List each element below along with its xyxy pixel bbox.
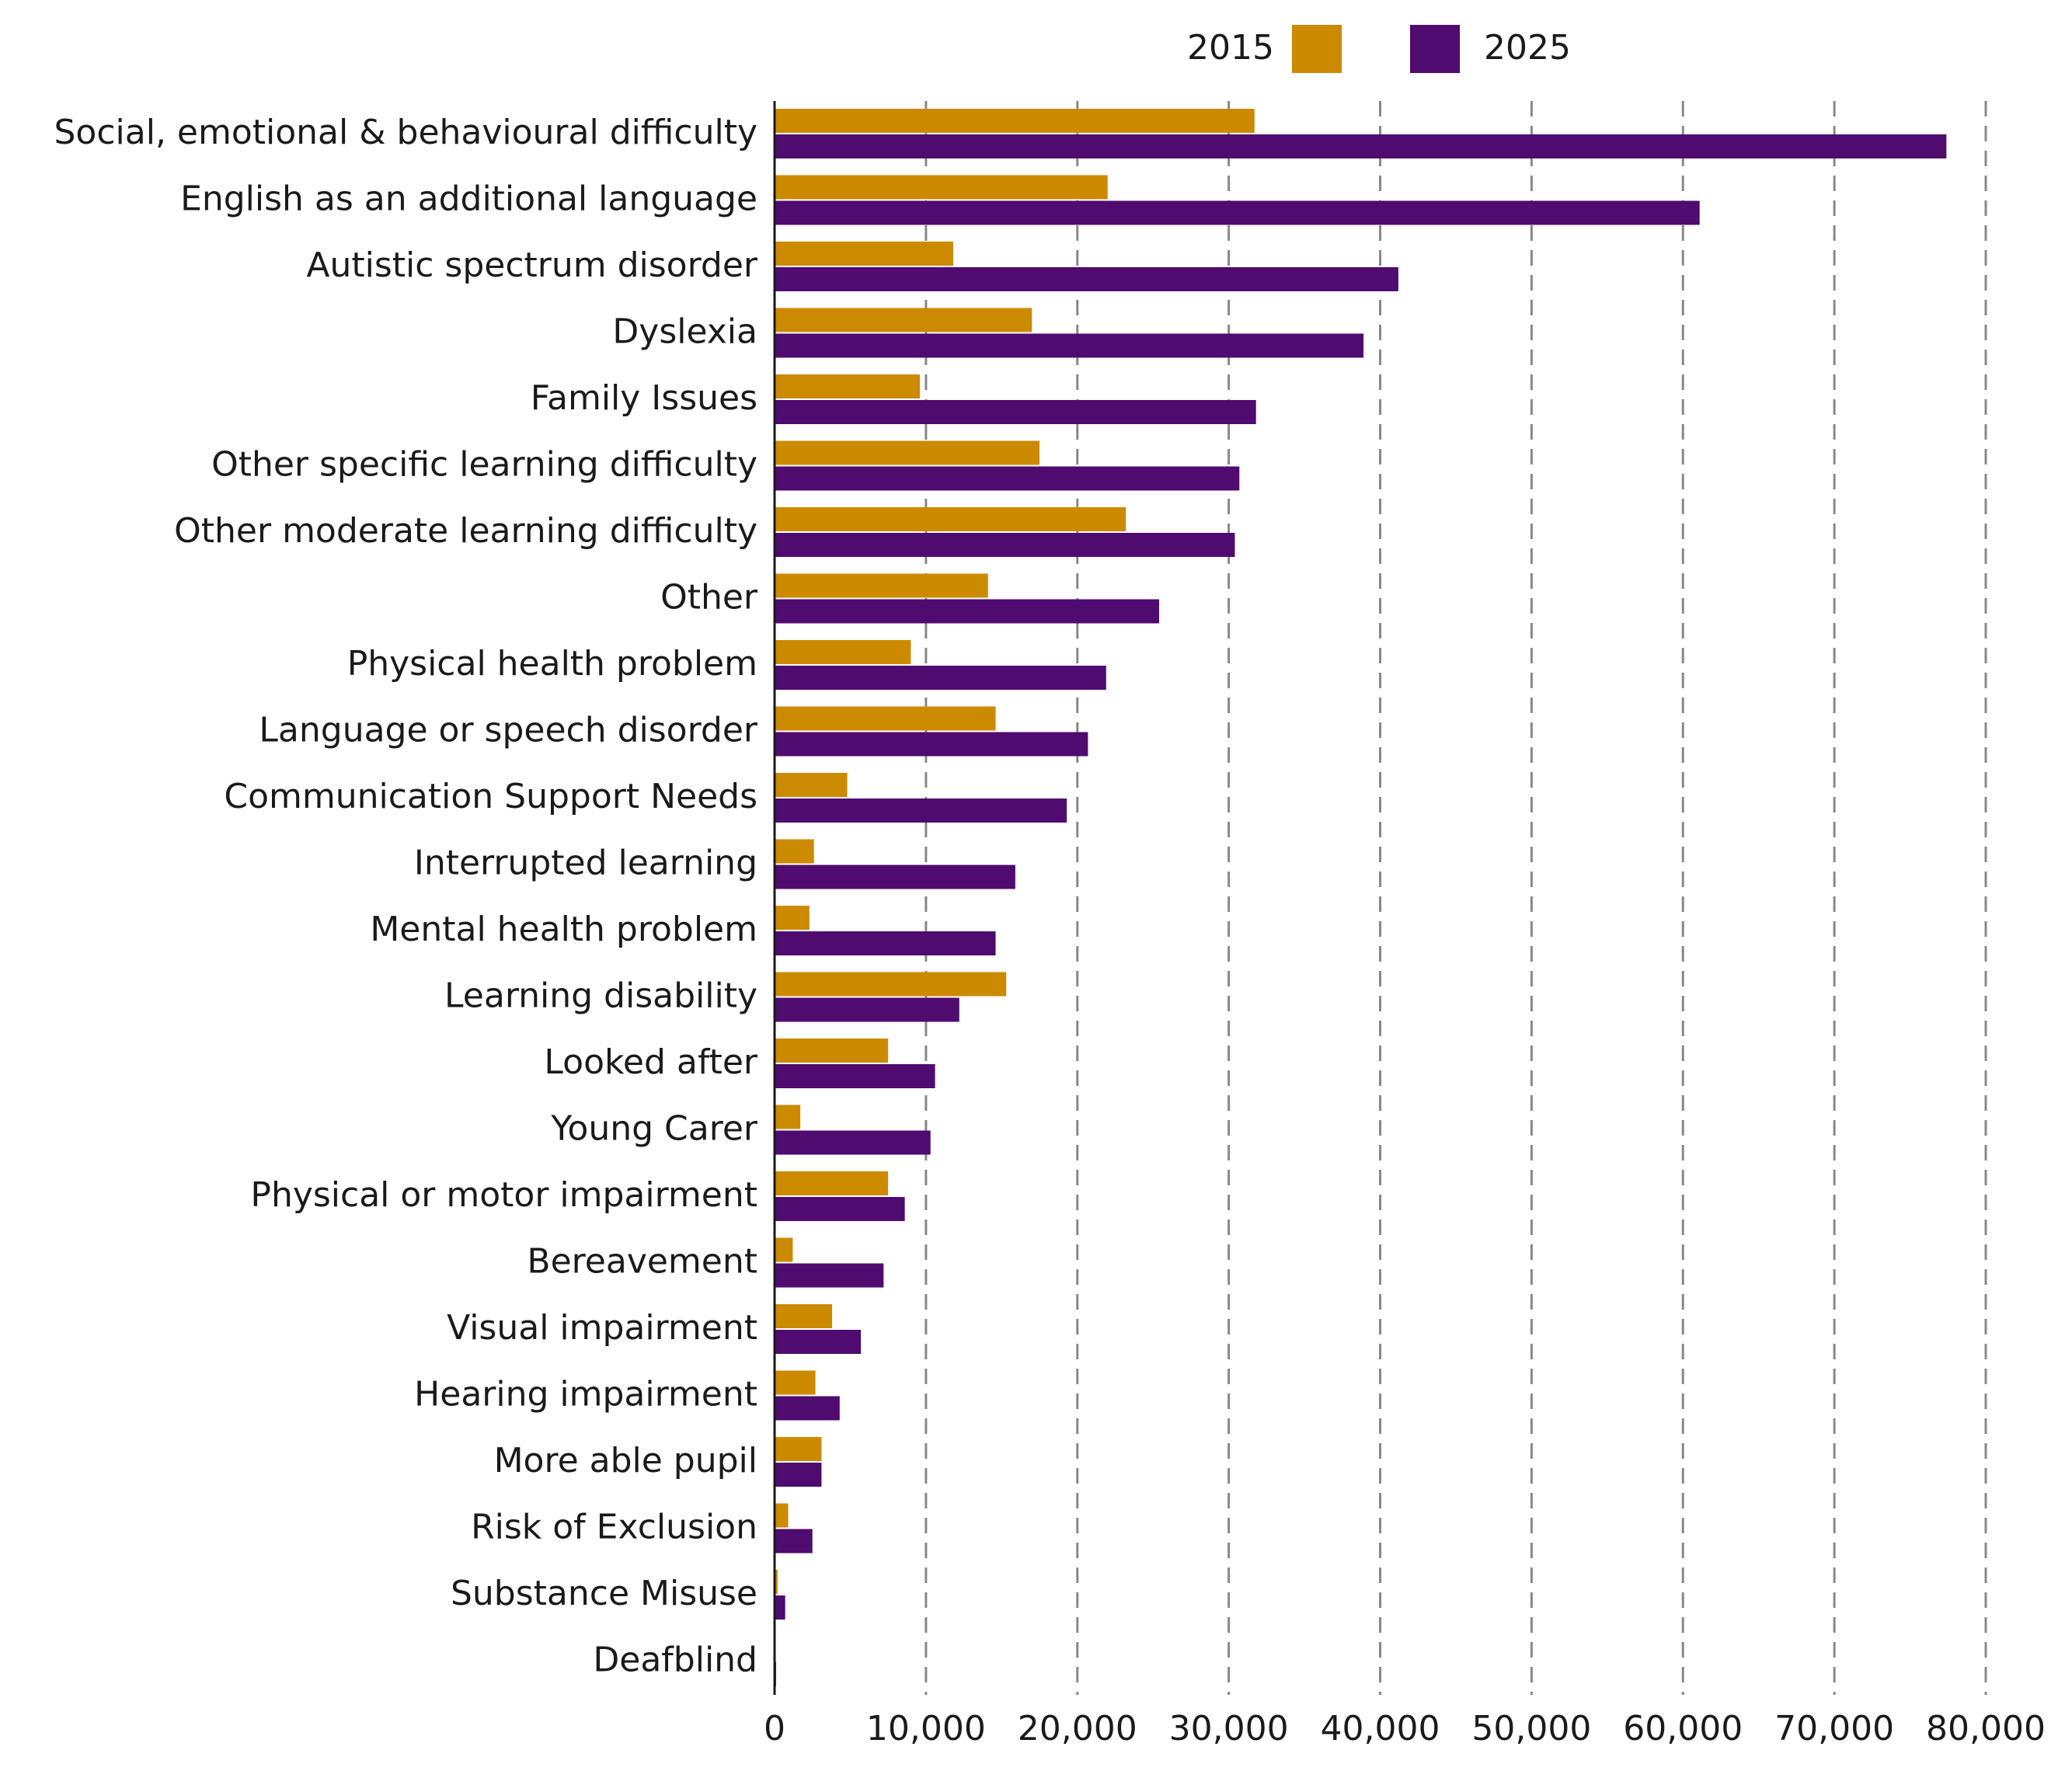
bar [775, 1130, 931, 1155]
y-tick-label: Young Carer [550, 1108, 758, 1148]
y-tick-label: Bereavement [527, 1241, 757, 1281]
y-tick-label: Mental health problem [370, 910, 757, 949]
bar [775, 1370, 816, 1395]
y-tick-label: Other moderate learning difficulty [174, 511, 757, 551]
legend-swatch [1292, 25, 1342, 73]
x-tick-label: 30,000 [1169, 1709, 1289, 1748]
bar [775, 466, 1240, 491]
bar [775, 906, 810, 930]
y-tick-label: Autistic spectrum disorder [306, 245, 758, 285]
bar [775, 1595, 785, 1620]
x-tick-label: 40,000 [1321, 1709, 1440, 1748]
y-tick-label: Learning disability [444, 976, 757, 1015]
bar [775, 773, 848, 797]
bar [775, 109, 1255, 133]
y-tick-label: Hearing impairment [414, 1374, 757, 1414]
legend-label: 2025 [1484, 28, 1571, 68]
y-tick-label: English as an additional language [180, 179, 757, 218]
bar [775, 1437, 822, 1461]
bar [775, 200, 1700, 225]
y-tick-label: Visual impairment [447, 1308, 757, 1348]
bar [775, 1529, 813, 1554]
bar [775, 972, 1007, 997]
bar [775, 1237, 793, 1262]
bar [775, 267, 1398, 291]
bar [775, 1330, 862, 1354]
bar [775, 333, 1364, 358]
y-tick-label: Dyslexia [612, 311, 757, 351]
x-tick-label: 80,000 [1926, 1709, 2046, 1748]
bar [775, 997, 959, 1022]
bar [775, 1503, 789, 1528]
bar [775, 706, 996, 731]
bar [775, 1396, 840, 1421]
y-tick-label: Substance Misuse [451, 1574, 757, 1613]
bar [775, 1105, 801, 1129]
bar [775, 374, 921, 398]
bar [775, 440, 1040, 465]
bar [775, 799, 1067, 823]
x-tick-label: 70,000 [1774, 1709, 1894, 1748]
bar [775, 533, 1235, 557]
y-tick-label: Language or speech disorder [259, 710, 757, 750]
bar [775, 839, 814, 864]
y-tick-label: Interrupted learning [414, 843, 757, 882]
bar [775, 640, 911, 664]
bar [775, 666, 1106, 690]
bar [775, 931, 996, 955]
bar [775, 1570, 778, 1594]
bar [775, 1463, 822, 1487]
y-tick-label: More able pupil [494, 1441, 757, 1480]
bar [775, 507, 1127, 531]
x-tick-label: 50,000 [1471, 1709, 1591, 1748]
legend-swatch [1410, 25, 1460, 73]
bar [775, 865, 1015, 889]
bar [775, 599, 1159, 624]
bar [775, 732, 1088, 757]
bar [775, 308, 1033, 332]
bar [775, 573, 988, 598]
y-tick-label: Social, emotional & behavioural difficul… [54, 113, 757, 152]
legend-label: 2015 [1187, 28, 1274, 68]
y-tick-label: Family Issues [531, 378, 757, 418]
bar [775, 400, 1256, 424]
y-tick-label: Looked after [544, 1042, 757, 1082]
y-tick-label: Physical health problem [347, 644, 757, 684]
bar [775, 242, 953, 266]
y-tick-label: Other [660, 577, 758, 617]
bar [775, 1263, 884, 1288]
y-tick-label: Risk of Exclusion [471, 1507, 757, 1547]
bar [775, 1039, 889, 1063]
bar [775, 134, 1947, 158]
y-tick-label: Deafblind [593, 1640, 757, 1679]
bar [775, 1197, 905, 1221]
bar [775, 175, 1108, 200]
bar [775, 1064, 935, 1088]
y-tick-label: Communication Support Needs [224, 777, 757, 816]
x-tick-label: 0 [764, 1709, 785, 1748]
x-tick-label: 20,000 [1018, 1709, 1137, 1748]
y-tick-label: Other specific learning difficulty [211, 444, 757, 484]
bar [775, 1171, 889, 1195]
y-tick-label: Physical or motor impairment [250, 1175, 757, 1215]
bar [775, 1304, 833, 1328]
x-tick-label: 10,000 [866, 1709, 986, 1748]
x-tick-label: 60,000 [1623, 1709, 1743, 1748]
